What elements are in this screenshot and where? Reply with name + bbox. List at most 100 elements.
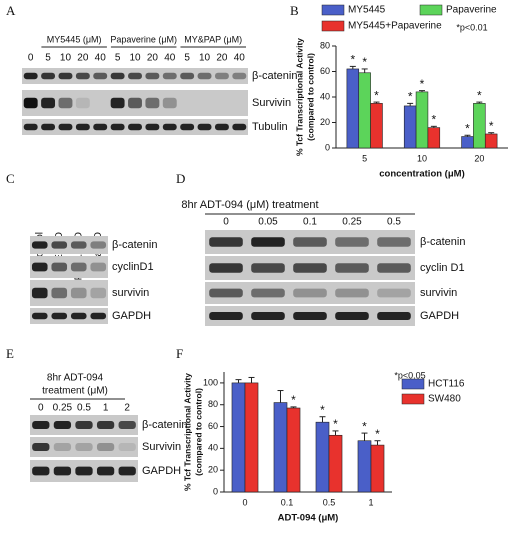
panel-letter: E bbox=[6, 346, 14, 361]
bar bbox=[484, 133, 498, 149]
band bbox=[51, 312, 68, 320]
band bbox=[118, 421, 136, 429]
band bbox=[110, 97, 125, 109]
band bbox=[232, 123, 247, 131]
band bbox=[70, 262, 87, 272]
x-tick-label: 0 bbox=[242, 497, 247, 507]
protein-label: Survivin bbox=[252, 97, 291, 109]
y-tick-label: 40 bbox=[208, 443, 218, 453]
legend-label: MY5445+Papaverine bbox=[348, 21, 442, 32]
band bbox=[197, 72, 212, 80]
protein-label: β-catenin bbox=[252, 70, 297, 82]
band bbox=[31, 287, 48, 299]
lane-label: 20 bbox=[147, 53, 159, 64]
bar bbox=[370, 444, 385, 493]
band bbox=[335, 237, 369, 247]
bar bbox=[357, 440, 372, 493]
band bbox=[58, 72, 73, 80]
band bbox=[32, 466, 50, 476]
band bbox=[90, 312, 107, 320]
legend-swatch bbox=[419, 4, 443, 16]
band bbox=[53, 421, 72, 429]
bar bbox=[231, 382, 246, 493]
blot-header: 8hr ADT-094 (μM) treatment bbox=[181, 199, 318, 211]
lane-label: 0.5 bbox=[77, 403, 91, 414]
band bbox=[162, 123, 177, 131]
group-header: Papaverine (μM) bbox=[110, 34, 177, 44]
y-axis-title: (compared to control) bbox=[305, 53, 315, 141]
significance-marker: * bbox=[432, 112, 437, 126]
lane-label: 0 bbox=[28, 53, 34, 64]
legend-swatch bbox=[401, 378, 425, 390]
bar bbox=[473, 103, 486, 149]
lane-label: 10 bbox=[199, 53, 211, 64]
blot-header: 8hr ADT-094 bbox=[47, 373, 104, 384]
bar bbox=[403, 105, 417, 149]
lane-label: 0.05 bbox=[258, 217, 278, 228]
y-tick-label: 80 bbox=[320, 40, 330, 50]
band bbox=[293, 263, 327, 273]
significance-marker: * bbox=[362, 419, 367, 433]
significance-marker: * bbox=[333, 417, 338, 431]
x-axis-title: ADT-094 (μM) bbox=[278, 513, 339, 524]
band bbox=[23, 72, 38, 80]
blot-strip bbox=[30, 308, 108, 324]
protein-label: survivin bbox=[112, 287, 149, 299]
band bbox=[145, 123, 160, 131]
blot-strip bbox=[205, 282, 415, 304]
band bbox=[377, 312, 411, 320]
band bbox=[51, 287, 68, 299]
legend-label: Papaverine bbox=[446, 5, 497, 16]
protein-label: Tubulin bbox=[252, 121, 288, 133]
band bbox=[209, 312, 243, 320]
significance-marker: * bbox=[375, 427, 380, 441]
band bbox=[51, 241, 68, 249]
significance-marker: * bbox=[465, 121, 470, 135]
bar bbox=[244, 382, 259, 493]
blot-strip bbox=[30, 437, 138, 457]
protein-label: survivin bbox=[420, 287, 457, 299]
band bbox=[377, 237, 411, 247]
band bbox=[31, 262, 48, 272]
lane-label: 5 bbox=[45, 53, 51, 64]
legend-swatch bbox=[321, 20, 345, 32]
band bbox=[335, 312, 369, 320]
band bbox=[93, 123, 108, 131]
lane-label: 1 bbox=[103, 403, 109, 414]
band bbox=[214, 123, 229, 131]
band bbox=[93, 72, 108, 80]
y-tick-label: 20 bbox=[320, 117, 330, 127]
x-tick-label: 0.5 bbox=[323, 497, 336, 507]
band bbox=[96, 421, 115, 429]
band bbox=[377, 263, 411, 273]
protein-label: cyclin D1 bbox=[420, 262, 465, 274]
bar bbox=[346, 68, 360, 149]
lane-label: 10 bbox=[129, 53, 141, 64]
lane-label: 0.25 bbox=[53, 403, 73, 414]
panel-letter: C bbox=[6, 171, 15, 186]
lane-label: 0.5 bbox=[387, 217, 401, 228]
x-tick-label: 5 bbox=[362, 153, 367, 163]
significance-marker: * bbox=[320, 403, 325, 417]
band bbox=[53, 466, 72, 476]
lane-label: 0.1 bbox=[303, 217, 317, 228]
band bbox=[75, 72, 90, 80]
x-tick-label: 1 bbox=[368, 497, 373, 507]
band bbox=[214, 72, 229, 80]
lane-label: 20 bbox=[77, 53, 89, 64]
protein-label: β-catenin bbox=[142, 419, 187, 431]
band bbox=[58, 97, 73, 109]
bar bbox=[370, 103, 383, 149]
protein-label: β-catenin bbox=[420, 236, 465, 248]
lane-label: 5 bbox=[184, 53, 190, 64]
y-tick-label: 80 bbox=[208, 399, 218, 409]
panel-letter: A bbox=[6, 3, 16, 18]
band bbox=[110, 123, 125, 131]
band bbox=[197, 123, 212, 131]
protein-label: GAPDH bbox=[420, 310, 459, 322]
band bbox=[128, 123, 142, 131]
band bbox=[32, 443, 50, 451]
group-header: MY&PAP (μM) bbox=[184, 34, 242, 44]
significance-marker: * bbox=[362, 55, 367, 69]
